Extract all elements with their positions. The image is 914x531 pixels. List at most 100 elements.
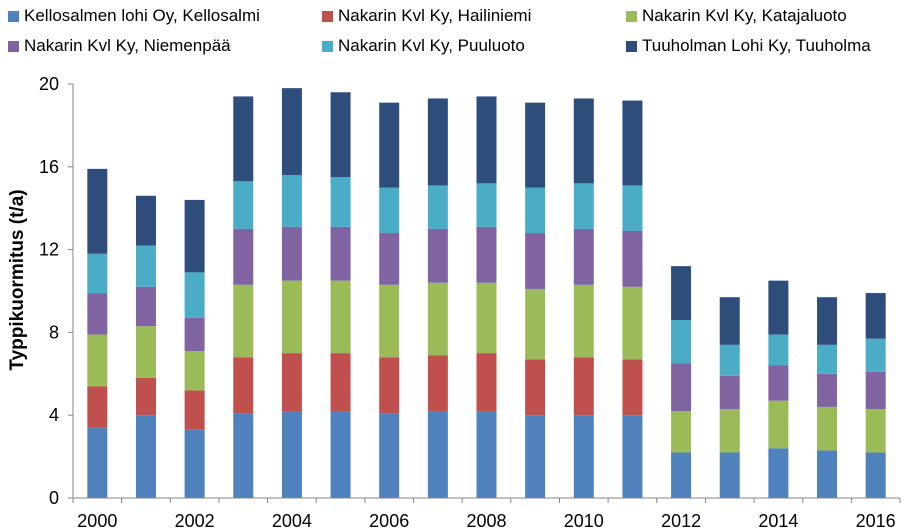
bar-segment-2010-series-3	[573, 228, 594, 285]
bar-segment-2003-series-5	[233, 96, 254, 182]
bar-segment-2004-series-4	[281, 175, 302, 227]
bar-segment-2011-series-1	[622, 359, 643, 416]
bar-segment-2002-series-1	[184, 390, 205, 430]
bar-segment-2016-series-0	[865, 452, 886, 498]
legend-swatch	[8, 10, 19, 22]
bar-segment-2008-series-4	[476, 183, 497, 227]
bar-segment-2010-series-0	[573, 415, 594, 498]
bar-segment-2008-series-3	[476, 226, 497, 283]
x-tick-label: 2016	[856, 511, 896, 531]
x-tick-label: 2002	[175, 511, 215, 531]
bar-segment-2014-series-2	[768, 400, 789, 449]
y-tick-label: 16	[39, 157, 59, 177]
bar-segment-2003-series-2	[233, 284, 254, 358]
legend-label: Nakarin Kvl Ky, Hailiniemi	[338, 6, 532, 25]
bar-segment-2005-series-0	[330, 411, 351, 498]
bar-segment-2011-series-0	[622, 415, 643, 498]
bar-segment-2009-series-1	[525, 359, 546, 416]
bar-segment-2001-series-0	[135, 415, 156, 498]
bar-segment-2007-series-0	[427, 411, 448, 498]
bar-segment-2000-series-4	[87, 253, 108, 294]
bar-segment-2003-series-1	[233, 357, 254, 414]
legend-item-tuuholma: Tuuholman Lohi Ky, Tuuholma	[626, 36, 871, 56]
bar-segment-2013-series-4	[719, 344, 740, 376]
bar-segment-2013-series-3	[719, 375, 740, 409]
legend-label: Tuuholman Lohi Ky, Tuuholma	[642, 36, 871, 55]
bar-segment-2009-series-0	[525, 415, 546, 498]
bar-segment-2010-series-4	[573, 183, 594, 229]
bar-segment-2004-series-0	[281, 411, 302, 498]
legend-item-katajaluoto: Nakarin Kvl Ky, Katajaluoto	[626, 6, 847, 26]
bar-segment-2000-series-0	[87, 427, 108, 498]
bar-segment-2004-series-2	[281, 280, 302, 354]
bar-segment-2013-series-0	[719, 452, 740, 498]
bar-segment-2006-series-0	[379, 413, 400, 498]
y-tick-label: 20	[39, 74, 59, 94]
x-tick-label: 2008	[466, 511, 506, 531]
bar-segment-2006-series-3	[379, 233, 400, 285]
bar-segment-2015-series-3	[817, 373, 838, 407]
legend-label: Nakarin Kvl Ky, Katajaluoto	[642, 6, 847, 25]
bar-segment-2000-series-2	[87, 334, 108, 387]
bar-segment-2005-series-5	[330, 92, 351, 178]
bar-segment-2008-series-2	[476, 282, 497, 354]
legend-item-puuluoto: Nakarin Kvl Ky, Puuluoto	[322, 36, 525, 56]
x-tick-label: 2010	[564, 511, 604, 531]
bar-segment-2015-series-4	[817, 344, 838, 374]
legend-item-kellosalmi: Kellosalmen lohi Oy, Kellosalmi	[8, 6, 260, 26]
x-tick-label: 2014	[758, 511, 798, 531]
bar-segment-2006-series-5	[379, 102, 400, 188]
bar-segment-2000-series-1	[87, 386, 108, 428]
bar-segment-2012-series-2	[671, 411, 692, 453]
bar-segment-2001-series-5	[135, 195, 156, 246]
bar-segment-2007-series-5	[427, 98, 448, 186]
bar-segment-2009-series-2	[525, 288, 546, 360]
bar-segment-2007-series-4	[427, 185, 448, 229]
bar-segment-2014-series-4	[768, 334, 789, 366]
x-tick-label: 2006	[369, 511, 409, 531]
bar-segment-2009-series-4	[525, 187, 546, 234]
legend-swatch	[8, 40, 19, 52]
bar-segment-2012-series-0	[671, 452, 692, 498]
y-tick-label: 8	[49, 322, 59, 342]
bar-segment-2014-series-5	[768, 280, 789, 335]
bar-segment-2011-series-3	[622, 230, 643, 287]
bar-segment-2013-series-2	[719, 408, 740, 453]
legend-item-hailiniemi: Nakarin Kvl Ky, Hailiniemi	[322, 6, 531, 26]
y-tick-label: 0	[49, 488, 59, 508]
bar-segment-2010-series-2	[573, 284, 594, 358]
bar-segment-2010-series-1	[573, 357, 594, 416]
bar-segment-2015-series-0	[817, 450, 838, 498]
bar-segment-2009-series-3	[525, 233, 546, 289]
bar-segment-2004-series-3	[281, 226, 302, 281]
bar-segment-2012-series-4	[671, 319, 692, 364]
legend-swatch	[322, 10, 333, 22]
bar-segment-2005-series-1	[330, 353, 351, 412]
bar-segment-2002-series-5	[184, 199, 205, 273]
bar-segment-2016-series-5	[865, 293, 886, 339]
bar-segment-2008-series-0	[476, 411, 497, 498]
bar-segment-2003-series-0	[233, 413, 254, 498]
legend-label: Nakarin Kvl Ky, Niemenpää	[24, 36, 231, 55]
legend-swatch	[322, 40, 333, 52]
bar-segment-2011-series-2	[622, 286, 643, 360]
bar-segment-2002-series-0	[184, 429, 205, 498]
x-tick-label: 2004	[272, 511, 312, 531]
bar-segment-2014-series-3	[768, 365, 789, 401]
x-tick-label: 2000	[77, 511, 117, 531]
bar-segment-2012-series-5	[671, 266, 692, 320]
bar-segment-2009-series-5	[525, 102, 546, 188]
legend-swatch	[626, 10, 637, 22]
legend-label: Kellosalmen lohi Oy, Kellosalmi	[24, 6, 260, 25]
bar-segment-2012-series-3	[671, 363, 692, 412]
bar-segment-2002-series-2	[184, 351, 205, 391]
bar-segment-2013-series-5	[719, 297, 740, 345]
x-tick-label: 2012	[661, 511, 701, 531]
bar-segment-2006-series-2	[379, 284, 400, 358]
y-tick-label: 12	[39, 240, 59, 260]
bar-segment-2001-series-2	[135, 326, 156, 378]
legend-swatch	[626, 40, 637, 52]
legend-item-niemenpaa: Nakarin Kvl Ky, Niemenpää	[8, 36, 231, 56]
bar-segment-2016-series-2	[865, 408, 886, 453]
